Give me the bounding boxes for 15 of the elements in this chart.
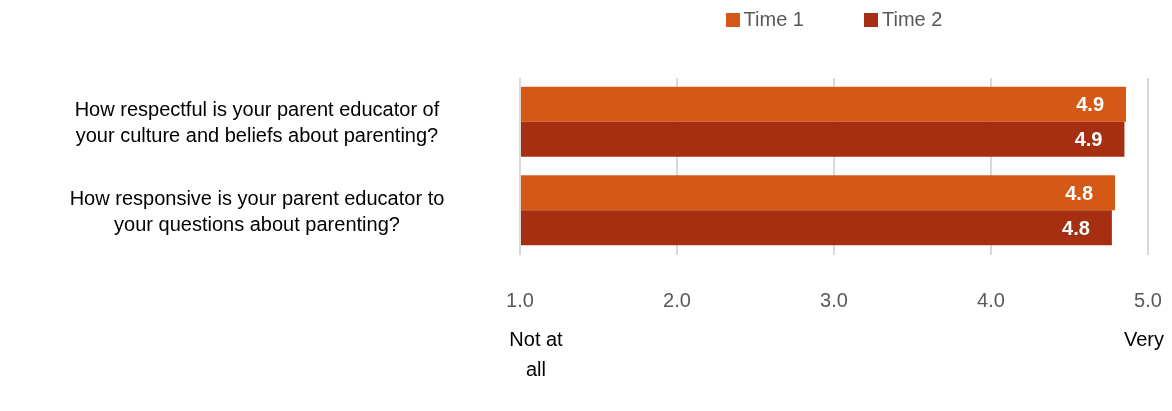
text: Not at all bbox=[508, 327, 564, 382]
data-label: 4.8 bbox=[1065, 181, 1094, 204]
x-tick-label: 5.0 bbox=[1134, 289, 1162, 312]
x-tick-label: 1.0 bbox=[506, 289, 534, 312]
x-tick-label: 4.0 bbox=[977, 289, 1005, 312]
legend-label: Time 2 bbox=[881, 8, 943, 31]
x-tick-label: 2.0 bbox=[663, 289, 691, 312]
y-tick-label: How responsive is your parent educator to your questions about parenting? bbox=[69, 186, 445, 235]
y-tick-label: How respectful is your parent educator of your culture and beliefs about parenting? bbox=[74, 98, 440, 147]
x-tick-label: 3.0 bbox=[820, 289, 848, 312]
legend-label: Time 1 bbox=[742, 8, 804, 31]
data-label: 4.8 bbox=[1062, 216, 1090, 239]
data-label: 4.9 bbox=[1074, 128, 1103, 151]
text: Very bbox=[1123, 327, 1164, 352]
data-label: 4.9 bbox=[1076, 93, 1105, 116]
